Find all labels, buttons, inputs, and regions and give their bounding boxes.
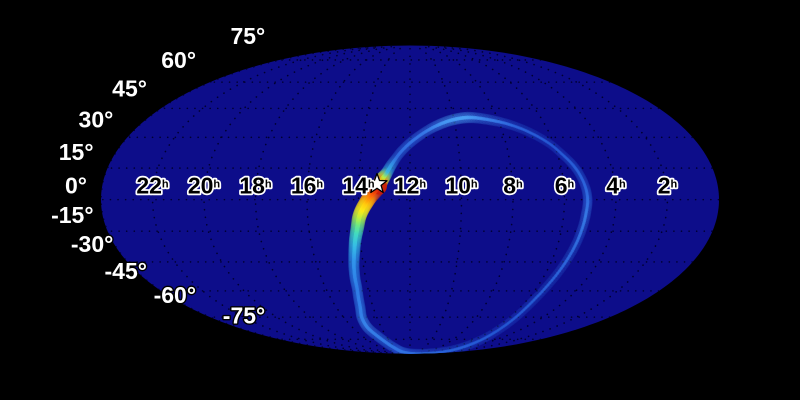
svg-text:60°: 60°	[161, 47, 196, 73]
svg-text:75°: 75°	[230, 23, 265, 49]
svg-text:-60°: -60°	[154, 282, 196, 308]
svg-text:15°: 15°	[59, 139, 94, 165]
svg-text:45°: 45°	[112, 75, 147, 101]
svg-text:-75°: -75°	[223, 302, 265, 328]
svg-text:-30°: -30°	[71, 231, 113, 257]
svg-text:-45°: -45°	[105, 258, 147, 284]
svg-text:0°: 0°	[65, 173, 87, 199]
svg-text:-15°: -15°	[51, 202, 93, 228]
svg-text:30°: 30°	[79, 106, 114, 132]
